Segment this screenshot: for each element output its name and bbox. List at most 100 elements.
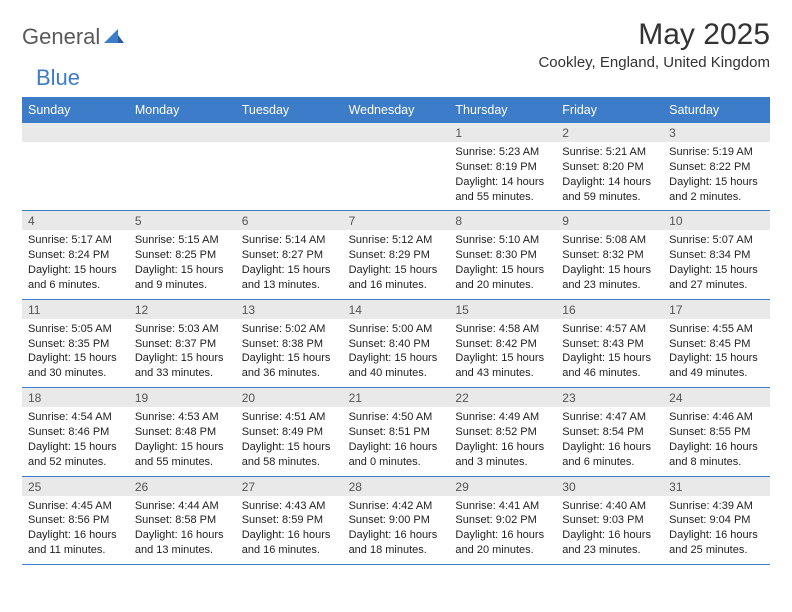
sunset-text: Sunset: 8:30 PM [455,248,550,263]
day-number-cell: 28 [343,477,450,496]
day-number-cell: 4 [22,211,129,230]
location-text: Cookley, England, United Kingdom [538,54,770,71]
daylight-text: Daylight: 16 hours and 11 minutes. [28,528,123,558]
sunrise-text: Sunrise: 5:07 AM [669,233,764,248]
sunrise-text: Sunrise: 4:55 AM [669,322,764,337]
day-number-cell: 22 [449,388,556,407]
day-number-cell [129,123,236,142]
day-number-cell: 8 [449,211,556,230]
sunrise-text: Sunrise: 4:51 AM [242,410,337,425]
day-number-cell: 26 [129,477,236,496]
day-info-cell [22,142,129,210]
day-info-cell: Sunrise: 5:14 AMSunset: 8:27 PMDaylight:… [236,230,343,298]
sunset-text: Sunset: 8:32 PM [562,248,657,263]
sunrise-text: Sunrise: 4:39 AM [669,499,764,514]
daylight-text: Daylight: 15 hours and 23 minutes. [562,263,657,293]
day-number-cell: 9 [556,211,663,230]
logo-text-general: General [22,24,100,50]
daylight-text: Daylight: 15 hours and 20 minutes. [455,263,550,293]
day-info-cell: Sunrise: 5:21 AMSunset: 8:20 PMDaylight:… [556,142,663,210]
week-row: 123Sunrise: 5:23 AMSunset: 8:19 PMDaylig… [22,123,770,211]
sunrise-text: Sunrise: 4:44 AM [135,499,230,514]
day-number-cell: 27 [236,477,343,496]
day-info-cell [236,142,343,210]
day-info-cell: Sunrise: 5:08 AMSunset: 8:32 PMDaylight:… [556,230,663,298]
daylight-text: Daylight: 15 hours and 30 minutes. [28,351,123,381]
sunset-text: Sunset: 8:20 PM [562,160,657,175]
week-row: 25262728293031Sunrise: 4:45 AMSunset: 8:… [22,477,770,565]
sunset-text: Sunset: 8:29 PM [349,248,444,263]
sunset-text: Sunset: 8:22 PM [669,160,764,175]
day-info-cell: Sunrise: 5:03 AMSunset: 8:37 PMDaylight:… [129,319,236,387]
weekday-header-cell: Saturday [663,97,770,123]
day-number-cell: 29 [449,477,556,496]
sunrise-text: Sunrise: 4:41 AM [455,499,550,514]
day-number-cell: 31 [663,477,770,496]
day-info-cell: Sunrise: 4:44 AMSunset: 8:58 PMDaylight:… [129,496,236,564]
daylight-text: Daylight: 15 hours and 46 minutes. [562,351,657,381]
day-info-cell: Sunrise: 4:42 AMSunset: 9:00 PMDaylight:… [343,496,450,564]
sunrise-text: Sunrise: 5:23 AM [455,145,550,160]
sunset-text: Sunset: 8:54 PM [562,425,657,440]
day-number-cell: 6 [236,211,343,230]
title-block: May 2025 Cookley, England, United Kingdo… [538,18,770,71]
sunset-text: Sunset: 8:51 PM [349,425,444,440]
daylight-text: Daylight: 16 hours and 3 minutes. [455,440,550,470]
weeks-container: 123Sunrise: 5:23 AMSunset: 8:19 PMDaylig… [22,123,770,565]
week-row: 45678910Sunrise: 5:17 AMSunset: 8:24 PMD… [22,211,770,299]
daylight-text: Daylight: 15 hours and 27 minutes. [669,263,764,293]
sunset-text: Sunset: 8:24 PM [28,248,123,263]
daylight-text: Daylight: 15 hours and 13 minutes. [242,263,337,293]
week-row: 18192021222324Sunrise: 4:54 AMSunset: 8:… [22,388,770,476]
daylight-text: Daylight: 15 hours and 16 minutes. [349,263,444,293]
day-info-cell: Sunrise: 4:45 AMSunset: 8:56 PMDaylight:… [22,496,129,564]
logo: General [22,18,126,50]
sunset-text: Sunset: 8:25 PM [135,248,230,263]
day-number-cell: 7 [343,211,450,230]
day-info-cell: Sunrise: 5:10 AMSunset: 8:30 PMDaylight:… [449,230,556,298]
daylight-text: Daylight: 16 hours and 6 minutes. [562,440,657,470]
sunrise-text: Sunrise: 5:14 AM [242,233,337,248]
sunset-text: Sunset: 8:37 PM [135,337,230,352]
day-info-cell: Sunrise: 4:40 AMSunset: 9:03 PMDaylight:… [556,496,663,564]
day-info-cell: Sunrise: 5:07 AMSunset: 8:34 PMDaylight:… [663,230,770,298]
day-info-cell [343,142,450,210]
day-number-cell: 5 [129,211,236,230]
day-number-cell [236,123,343,142]
sunrise-text: Sunrise: 4:43 AM [242,499,337,514]
daylight-text: Daylight: 15 hours and 6 minutes. [28,263,123,293]
sunrise-text: Sunrise: 4:53 AM [135,410,230,425]
sunrise-text: Sunrise: 5:17 AM [28,233,123,248]
sunset-text: Sunset: 8:19 PM [455,160,550,175]
sunset-text: Sunset: 8:43 PM [562,337,657,352]
calendar-page: General May 2025 Cookley, England, Unite… [0,0,792,575]
sunrise-text: Sunrise: 5:19 AM [669,145,764,160]
sunrise-text: Sunrise: 5:02 AM [242,322,337,337]
day-number-cell: 21 [343,388,450,407]
daylight-text: Daylight: 15 hours and 2 minutes. [669,175,764,205]
sunset-text: Sunset: 8:48 PM [135,425,230,440]
day-info-cell: Sunrise: 5:17 AMSunset: 8:24 PMDaylight:… [22,230,129,298]
daylight-text: Daylight: 15 hours and 40 minutes. [349,351,444,381]
day-info-cell: Sunrise: 4:49 AMSunset: 8:52 PMDaylight:… [449,407,556,475]
weekday-header-cell: Wednesday [343,97,450,123]
day-number-cell: 1 [449,123,556,142]
day-info-cell: Sunrise: 4:47 AMSunset: 8:54 PMDaylight:… [556,407,663,475]
sunrise-text: Sunrise: 4:50 AM [349,410,444,425]
day-number-cell: 11 [22,300,129,319]
day-info-cell: Sunrise: 5:05 AMSunset: 8:35 PMDaylight:… [22,319,129,387]
day-number-cell [343,123,450,142]
sunset-text: Sunset: 9:00 PM [349,513,444,528]
daylight-text: Daylight: 14 hours and 59 minutes. [562,175,657,205]
day-number-cell: 2 [556,123,663,142]
day-number-cell: 20 [236,388,343,407]
daylight-text: Daylight: 16 hours and 8 minutes. [669,440,764,470]
daylight-text: Daylight: 16 hours and 16 minutes. [242,528,337,558]
day-info-cell: Sunrise: 4:55 AMSunset: 8:45 PMDaylight:… [663,319,770,387]
day-number-cell: 13 [236,300,343,319]
sunset-text: Sunset: 8:34 PM [669,248,764,263]
day-number-cell [22,123,129,142]
day-number-cell: 12 [129,300,236,319]
day-info-cell: Sunrise: 4:58 AMSunset: 8:42 PMDaylight:… [449,319,556,387]
day-number-cell: 10 [663,211,770,230]
